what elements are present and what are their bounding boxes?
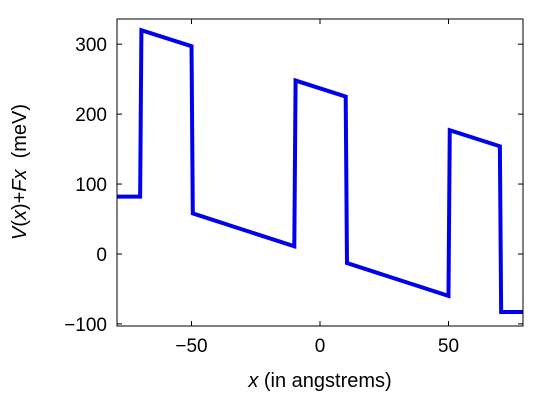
- y-label-mid: )+: [9, 192, 31, 210]
- plot-background: [117, 19, 523, 326]
- x-tick-label: 50: [438, 336, 459, 357]
- x-tick-label: −50: [175, 336, 207, 357]
- x-axis-label-text: (in angstrems): [258, 370, 391, 392]
- y-tick-label: 200: [75, 105, 107, 126]
- tick-labels: −50 0 50 −100 0 100 200 300: [64, 35, 459, 357]
- y-tick-label: 100: [75, 175, 107, 196]
- x-axis-label: x (in angstrems): [247, 370, 391, 392]
- series-layer: [117, 27, 523, 315]
- y-label-paren-open: (: [9, 220, 31, 227]
- y-tick-label: 0: [96, 245, 107, 266]
- y-label-unit: (meV): [9, 104, 31, 170]
- x-axis-label-var: x: [247, 370, 259, 392]
- y-label-x: x: [9, 209, 31, 221]
- y-axis-label: V(x)+Fx (meV): [9, 104, 31, 240]
- y-label-v: V: [9, 225, 31, 240]
- series-line: [117, 27, 523, 315]
- y-tick-label: −100: [64, 315, 107, 336]
- tick-marks: [117, 19, 523, 326]
- x-tick-label: 0: [315, 336, 326, 357]
- plot-frame: [116, 18, 524, 327]
- y-tick-label: 300: [75, 35, 107, 56]
- y-label-fx: Fx: [9, 168, 31, 191]
